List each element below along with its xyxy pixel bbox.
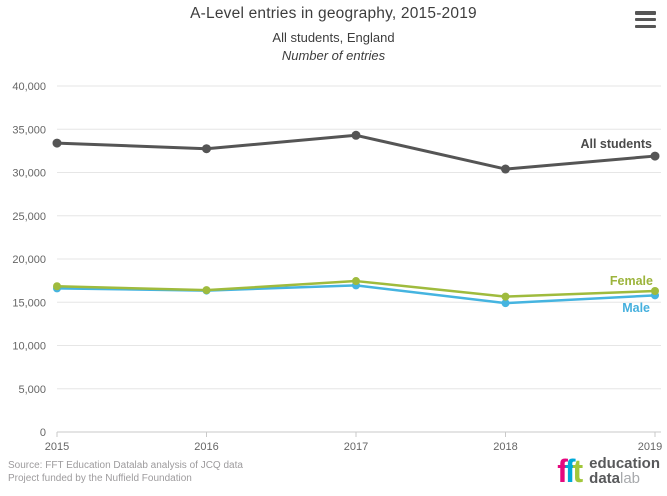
fft-logo-glyphs: fft — [557, 452, 589, 490]
data-point-all-students[interactable] — [650, 151, 660, 161]
y-axis-tick-label: 0 — [40, 427, 46, 439]
y-axis-tick-label: 35,000 — [12, 124, 46, 136]
series-label-male: Male — [622, 301, 650, 315]
y-axis-tick-label: 30,000 — [12, 168, 46, 180]
data-point-female[interactable] — [352, 277, 360, 286]
series-line-all-students — [55, 133, 657, 171]
data-point-male[interactable] — [501, 299, 510, 308]
data-point-all-students[interactable] — [202, 144, 211, 154]
y-axis-tick-label: 15,000 — [12, 297, 46, 309]
fft-letter-t: t — [572, 453, 584, 489]
logo-lab-text: lab — [620, 470, 641, 487]
source-line-2: Project funded by the Nuffield Foundatio… — [8, 473, 192, 484]
y-axis-tick-label: 5,000 — [18, 384, 46, 396]
fft-letter-f2: f — [564, 453, 576, 489]
logo-data-text: data — [589, 470, 620, 487]
data-point-female[interactable] — [651, 287, 659, 296]
x-axis-tick-label: 2019 — [638, 441, 662, 453]
data-point-all-students[interactable] — [52, 138, 62, 148]
chart-header: A-Level entries in geography, 2015-2019 … — [0, 5, 667, 63]
y-axis-tick-label: 40,000 — [12, 81, 46, 93]
source-note: Source: FFT Education Datalab analysis o… — [8, 459, 243, 485]
y-axis-tick-label: 25,000 — [12, 211, 46, 223]
series-label-female: Female — [610, 274, 653, 288]
data-point-female[interactable] — [53, 282, 61, 291]
hamburger-menu-icon[interactable] — [635, 11, 656, 28]
chart-title: A-Level entries in geography, 2015-2019 — [190, 5, 477, 22]
logo-datalab-text: datalab — [589, 471, 660, 487]
hamburger-bar — [635, 17, 656, 22]
logo-text: education datalab — [589, 454, 660, 487]
data-point-female[interactable] — [202, 286, 211, 295]
y-axis-tick-label: 10,000 — [12, 341, 46, 353]
source-line-1: Source: FFT Education Datalab analysis o… — [8, 460, 243, 471]
x-axis-tick-label: 2017 — [344, 441, 368, 453]
chart-axis-title: Number of entries — [281, 48, 386, 63]
x-axis-tick-label: 2016 — [194, 441, 218, 453]
chart-subtitle: All students, England — [272, 30, 395, 45]
data-point-all-students[interactable] — [501, 164, 510, 174]
fft-letter-f1: f — [557, 453, 568, 489]
hamburger-bar — [635, 11, 656, 15]
hamburger-bar — [635, 24, 656, 28]
x-axis-tick-label: 2018 — [493, 441, 517, 453]
logo-education-text: education — [589, 454, 660, 472]
fft-datalab-logo: fft education datalab — [557, 452, 660, 490]
data-point-all-students[interactable] — [351, 130, 361, 140]
x-axis-tick-label: 2015 — [45, 441, 69, 453]
data-point-female[interactable] — [501, 292, 510, 301]
y-axis-tick-label: 20,000 — [12, 254, 46, 266]
series-label-all-students: All students — [580, 137, 652, 151]
